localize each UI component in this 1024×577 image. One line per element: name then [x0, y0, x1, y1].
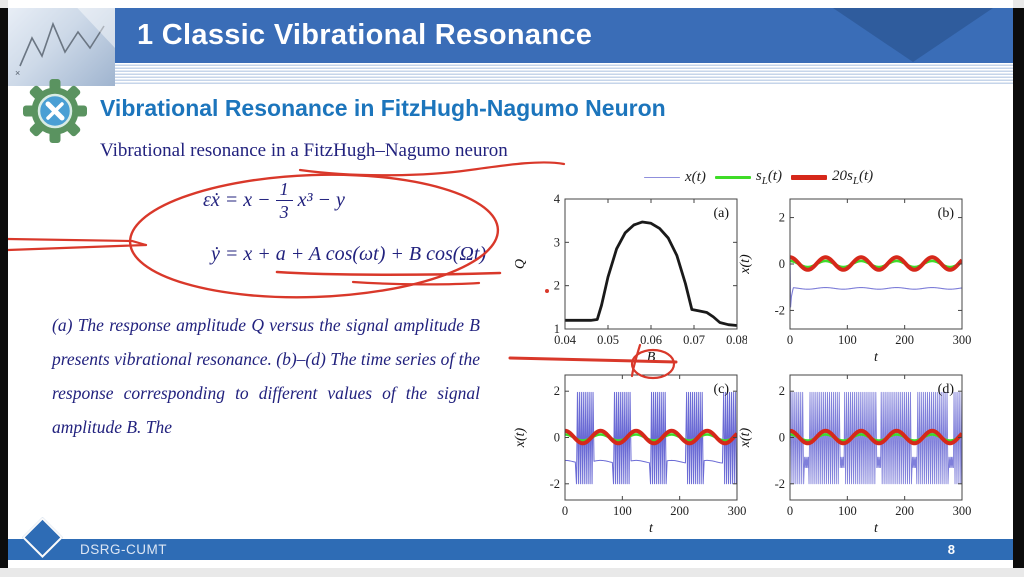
svg-text:0.06: 0.06 — [640, 333, 662, 347]
svg-text:-2: -2 — [550, 477, 560, 491]
eq1-fraction: 1 3 — [275, 180, 293, 221]
legend-line-swatch — [644, 176, 680, 179]
chart-sketch-photo: × — [8, 8, 115, 86]
svg-text:×: × — [15, 68, 20, 78]
svg-text:2: 2 — [779, 211, 785, 225]
legend-label: x(t) — [685, 169, 706, 185]
svg-text:0.07: 0.07 — [683, 333, 705, 347]
svg-text:200: 200 — [895, 504, 914, 518]
legend-item: sL(t) — [714, 168, 782, 187]
svg-text:0: 0 — [787, 504, 793, 518]
svg-text:300: 300 — [728, 504, 747, 518]
svg-text:100: 100 — [613, 504, 632, 518]
svg-text:0: 0 — [554, 431, 560, 445]
legend-item: x(t) — [644, 169, 706, 186]
svg-text:2: 2 — [554, 279, 560, 293]
svg-text:t: t — [874, 350, 879, 364]
eq1-lhs: εẋ = x − — [203, 189, 271, 211]
svg-text:x(t): x(t) — [738, 254, 753, 275]
svg-text:200: 200 — [895, 333, 914, 347]
svg-text:0.08: 0.08 — [726, 333, 747, 347]
svg-text:Q: Q — [513, 259, 528, 269]
svg-text:1: 1 — [554, 322, 560, 336]
svg-text:100: 100 — [838, 333, 857, 347]
svg-text:x(t): x(t) — [738, 427, 753, 448]
slide-header: 1 Classic Vibrational Resonance — [115, 8, 1013, 63]
svg-text:(d): (d) — [938, 382, 955, 397]
slide: × 1 Classic Vibrational Resonance — [8, 0, 1013, 568]
svg-text:(a): (a) — [713, 206, 729, 221]
plot-d: 0 100 200 300 -2 0 2 t x(t) (d) — [737, 368, 972, 540]
legend-label: 20sL(t) — [831, 168, 874, 187]
section-heading: Vibrational Resonance in FitzHugh-Nagumo… — [100, 95, 666, 121]
svg-text:t: t — [874, 521, 879, 536]
sketch-zigzag-icon: × — [15, 8, 115, 78]
gear-icon — [22, 78, 88, 144]
slide-title: 1 Classic Vibrational Resonance — [137, 19, 593, 51]
legend-line-swatch — [714, 176, 751, 179]
svg-text:2: 2 — [554, 384, 560, 398]
svg-text:t: t — [649, 521, 654, 536]
svg-text:-2: -2 — [775, 477, 785, 491]
legend-line-swatch — [790, 175, 827, 180]
svg-text:200: 200 — [670, 504, 689, 518]
svg-text:0.05: 0.05 — [597, 333, 619, 347]
figure-legend: x(t) sL(t) 20sL(t) — [644, 168, 873, 187]
svg-text:(c): (c) — [713, 382, 729, 397]
figure-caption: (a) The response amplitude Q versus the … — [52, 315, 480, 437]
svg-text:2: 2 — [779, 384, 785, 398]
plot-b: 0 100 200 300 -2 0 2 t x(t) (b) — [737, 192, 972, 365]
bottom-edge-strip — [0, 568, 1024, 577]
subplot-a-svg: 0.04 0.05 0.06 0.07 0.08 1 2 3 4 B Q (a) — [513, 192, 748, 365]
svg-text:4: 4 — [554, 192, 561, 206]
subplot-b-svg: 0 100 200 300 -2 0 2 t x(t) (b) — [738, 198, 972, 365]
equation-1: εẋ = x − 1 3 x³ − y — [203, 180, 486, 221]
svg-text:0: 0 — [779, 431, 785, 445]
footer-label: DSRG-CUMT — [80, 542, 167, 557]
svg-text:(b): (b) — [938, 206, 955, 221]
svg-text:300: 300 — [953, 333, 972, 347]
eq1-rhs: x³ − y — [297, 189, 345, 211]
svg-text:x(t): x(t) — [513, 427, 528, 448]
svg-text:100: 100 — [838, 504, 857, 518]
footer-bar: DSRG-CUMT 8 — [8, 516, 1013, 560]
svg-text:3: 3 — [554, 235, 560, 249]
svg-text:0.04: 0.04 — [554, 333, 577, 347]
svg-text:B: B — [647, 350, 656, 364]
footer-diamond-icon — [21, 516, 64, 559]
plot-a: 0.04 0.05 0.06 0.07 0.08 1 2 3 4 B Q (a) — [512, 192, 748, 365]
section-subheading: Vibrational resonance in a FitzHugh–Nagu… — [100, 140, 508, 161]
svg-text:0: 0 — [779, 257, 785, 271]
svg-text:0: 0 — [787, 333, 793, 347]
svg-text:300: 300 — [953, 504, 972, 518]
legend-label: sL(t) — [755, 168, 782, 187]
svg-text:0: 0 — [562, 504, 568, 518]
page-number: 8 — [947, 542, 955, 557]
svg-text:-2: -2 — [775, 303, 785, 317]
equation-block: εẋ = x − 1 3 x³ − y ẏ = x + a + A cos(ωt… — [203, 180, 486, 266]
chevron-decoration — [833, 8, 993, 62]
left-black-bar — [0, 8, 8, 568]
equation-2: ẏ = x + a + A cos(ωt) + B cos(Ωt) — [211, 243, 487, 265]
legend-item: 20sL(t) — [790, 168, 874, 187]
header-stripes — [115, 63, 1013, 84]
right-black-bar — [1013, 8, 1024, 568]
plot-c: 0 100 200 300 -2 0 2 t x(t) (c) — [512, 368, 747, 540]
